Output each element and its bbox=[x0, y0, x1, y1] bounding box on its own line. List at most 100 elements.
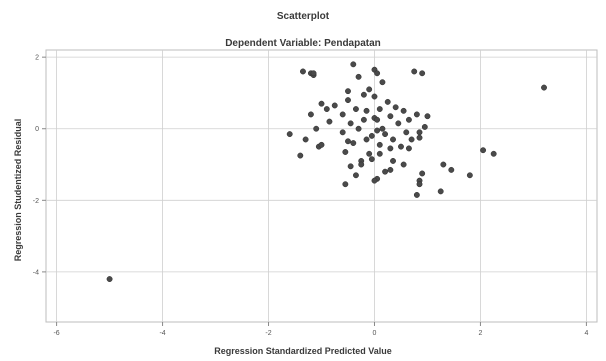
data-point bbox=[360, 116, 367, 123]
data-point bbox=[376, 106, 383, 113]
data-point bbox=[360, 91, 367, 98]
data-point bbox=[323, 106, 330, 113]
data-point bbox=[106, 276, 113, 283]
data-point bbox=[307, 111, 314, 118]
x-tick-label: -2 bbox=[265, 330, 271, 337]
data-point bbox=[371, 177, 378, 184]
data-point bbox=[390, 157, 396, 164]
data-point bbox=[413, 191, 420, 198]
data-point bbox=[440, 161, 447, 168]
x-tick-label: 0 bbox=[373, 330, 377, 337]
data-point bbox=[350, 140, 357, 147]
data-point bbox=[350, 61, 357, 68]
data-point bbox=[358, 161, 365, 168]
grid-lines bbox=[46, 50, 597, 322]
x-tick-label: -6 bbox=[53, 330, 59, 337]
data-point bbox=[437, 188, 444, 195]
plot-area bbox=[45, 49, 598, 323]
y-tick-label: 0 bbox=[35, 126, 39, 133]
data-point bbox=[376, 141, 383, 148]
data-point bbox=[374, 127, 381, 134]
x-tick-label: 2 bbox=[478, 330, 482, 337]
data-point bbox=[387, 113, 394, 120]
data-point bbox=[416, 181, 423, 188]
data-point bbox=[413, 111, 420, 118]
data-point bbox=[480, 147, 487, 154]
data-point bbox=[345, 88, 351, 95]
data-point bbox=[448, 166, 455, 173]
data-point bbox=[395, 120, 402, 127]
data-point bbox=[392, 104, 399, 111]
data-point bbox=[376, 150, 383, 157]
chart-title: Scatterplot bbox=[276, 11, 330, 22]
data-point bbox=[366, 86, 373, 93]
data-point bbox=[466, 172, 473, 179]
data-point bbox=[363, 136, 370, 143]
data-point bbox=[363, 107, 370, 114]
data-point bbox=[371, 93, 378, 100]
y-axis-label: Regression Studentized Residual bbox=[13, 118, 23, 262]
x-axis-label: Regression Standardized Predicted Value bbox=[214, 346, 392, 356]
data-point bbox=[419, 70, 426, 77]
data-point bbox=[416, 129, 423, 136]
data-point bbox=[366, 150, 373, 157]
data-point bbox=[382, 168, 389, 175]
data-point bbox=[403, 129, 410, 136]
data-point bbox=[318, 100, 325, 107]
data-point bbox=[302, 136, 309, 143]
data-point bbox=[345, 138, 351, 145]
axis-ticks: -6 -4 -2 0 2 4 -4 -2 0 2 bbox=[33, 55, 589, 337]
data-point bbox=[405, 116, 412, 123]
data-point bbox=[368, 156, 375, 163]
data-point bbox=[342, 149, 349, 155]
data-point bbox=[390, 136, 396, 143]
data-point bbox=[355, 73, 362, 80]
data-point bbox=[411, 68, 418, 75]
data-point bbox=[374, 116, 381, 123]
data-point bbox=[398, 143, 404, 150]
data-point bbox=[300, 68, 306, 75]
x-tick-label: 4 bbox=[584, 330, 588, 337]
data-point bbox=[286, 131, 293, 138]
y-tick-label: -4 bbox=[33, 269, 39, 276]
data-point bbox=[368, 132, 375, 139]
data-point bbox=[339, 111, 346, 118]
data-points bbox=[106, 61, 547, 283]
data-point bbox=[345, 97, 351, 104]
data-point bbox=[490, 150, 497, 157]
data-point bbox=[326, 118, 333, 125]
chart-subtitle: Dependent Variable: Pendapatan bbox=[225, 38, 381, 49]
x-tick-label: -4 bbox=[159, 330, 165, 337]
y-tick-label: -2 bbox=[33, 198, 39, 205]
data-point bbox=[379, 79, 386, 86]
data-point bbox=[318, 141, 325, 148]
data-point bbox=[405, 145, 412, 152]
y-tick-label: 2 bbox=[35, 55, 39, 62]
data-point bbox=[419, 170, 426, 177]
data-point bbox=[424, 113, 431, 120]
data-point bbox=[541, 84, 547, 91]
data-point bbox=[387, 145, 394, 152]
data-point bbox=[347, 163, 354, 170]
data-point bbox=[400, 161, 407, 168]
data-point bbox=[379, 125, 386, 132]
data-point bbox=[339, 129, 346, 136]
data-point bbox=[374, 70, 381, 77]
data-point bbox=[297, 152, 304, 159]
data-point bbox=[421, 123, 428, 130]
data-point bbox=[347, 120, 354, 127]
data-point bbox=[387, 166, 394, 173]
data-point bbox=[352, 106, 359, 113]
data-point bbox=[331, 102, 338, 109]
data-point bbox=[408, 136, 415, 143]
data-point bbox=[310, 70, 317, 77]
data-point bbox=[382, 131, 389, 138]
data-point bbox=[400, 107, 407, 114]
data-point bbox=[384, 98, 391, 105]
data-point bbox=[342, 181, 349, 188]
data-point bbox=[355, 125, 362, 132]
data-point bbox=[352, 172, 359, 179]
data-point bbox=[313, 125, 320, 132]
data-point bbox=[416, 134, 423, 141]
